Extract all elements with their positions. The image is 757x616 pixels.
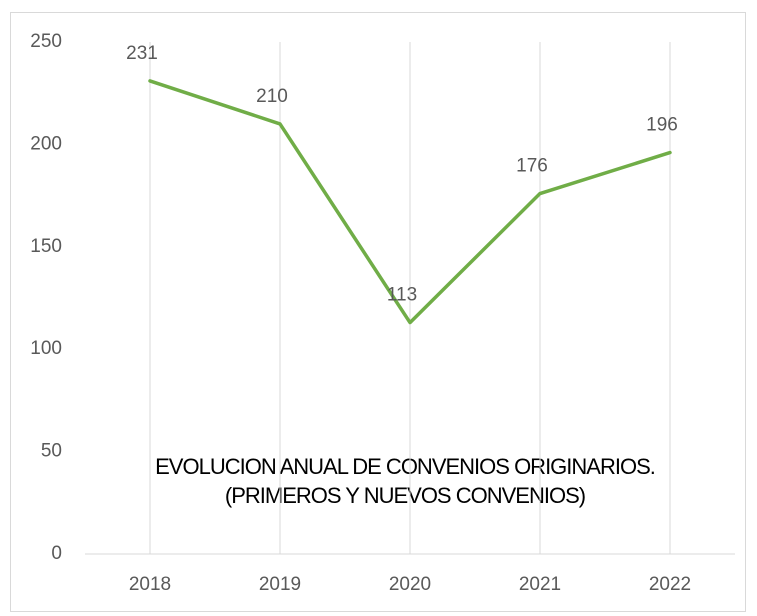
x-tick-label: 2018	[129, 574, 171, 595]
chart-border	[10, 12, 746, 612]
data-line	[148, 79, 672, 325]
chart-title: (PRIMEROS Y NUEVOS CONVENIOS)	[225, 483, 585, 508]
y-tick-label: 150	[30, 236, 62, 257]
data-label: 210	[256, 86, 288, 107]
y-tick-label: 250	[30, 31, 62, 52]
y-tick-label: 200	[30, 133, 62, 154]
data-label: 113	[387, 285, 417, 306]
data-label: 176	[516, 156, 548, 177]
x-tick-label: 2020	[389, 574, 431, 595]
data-label: 196	[646, 115, 678, 136]
y-tick-label: 50	[41, 441, 62, 462]
x-tick-label: 2022	[649, 574, 691, 595]
y-tick-label: 100	[30, 338, 62, 359]
x-tick-label: 2021	[519, 574, 561, 595]
x-tick-label: 2019	[259, 574, 301, 595]
y-tick-label: 0	[51, 543, 62, 564]
data-label: 231	[126, 43, 158, 64]
chart-title: EVOLUCION ANUAL DE CONVENIOS ORIGINARIOS…	[155, 454, 655, 479]
